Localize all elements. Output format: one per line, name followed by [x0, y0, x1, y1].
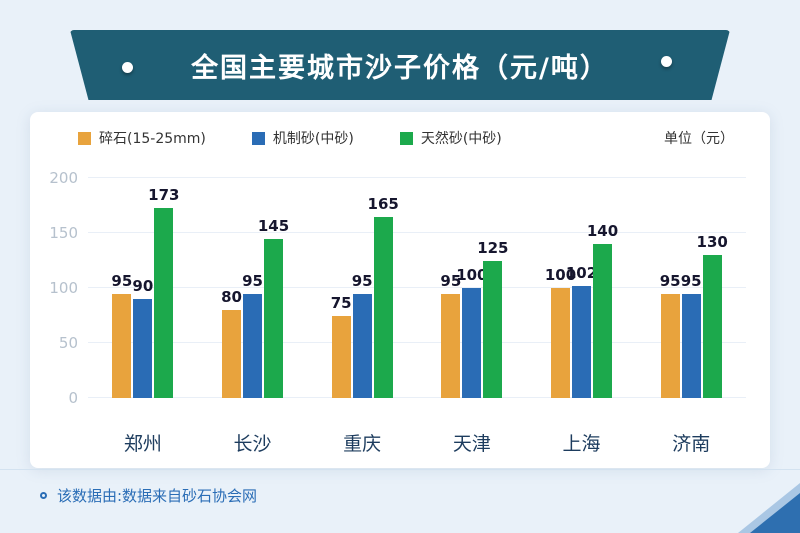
x-axis-label: 长沙 — [233, 433, 272, 455]
source-note-text: 该数据由:数据来自砂石协会网 — [57, 487, 258, 505]
bar-group: 95 90 173 — [88, 178, 198, 398]
x-axis-label: 天津 — [452, 433, 491, 455]
title-banner: 全国主要城市沙子价格（元/吨） — [70, 30, 730, 100]
bar: 173 — [148, 186, 179, 398]
y-tick-label: 150 — [49, 224, 78, 242]
legend-item: 天然砂(中砂) — [399, 128, 502, 148]
page-title: 全国主要城市沙子价格（元/吨） — [191, 52, 609, 84]
y-tick-label: 200 — [49, 169, 78, 187]
rivet-icon-left — [122, 62, 133, 73]
bar: 90 — [132, 277, 153, 398]
bar-value-label: 95 — [680, 271, 702, 290]
bar-value-label: 165 — [367, 194, 399, 213]
x-axis-label: 重庆 — [343, 433, 382, 455]
legend-label: 天然砂(中砂) — [420, 131, 502, 147]
x-axis-label: 上海 — [562, 433, 601, 455]
bar-group: 100 102 140 — [527, 178, 637, 398]
bar-value-label: 95 — [242, 271, 263, 290]
legend-label: 机制砂(中砂) — [272, 131, 354, 147]
bar-value-label: 95 — [351, 271, 373, 290]
bar: 165 — [368, 195, 399, 398]
bar-value-label: 75 — [330, 293, 352, 312]
plot-area: 95 90 173 80 95 145 75 95 165 95 100 125 100 102 140 95… — [88, 177, 746, 398]
bar-value-label: 100 — [544, 266, 577, 284]
bar: 95 — [440, 272, 461, 398]
chart-legend: 碎石(15-25mm) 机制砂(中砂) 天然砂(中砂) 单位（元） — [78, 128, 734, 148]
gridline — [88, 177, 746, 178]
legend-swatch — [78, 131, 91, 145]
bar-value-label: 95 — [440, 271, 462, 290]
bar-value-label: 173 — [148, 185, 180, 204]
bar-value-label: 95 — [111, 271, 133, 290]
y-tick-label: 0 — [68, 389, 78, 407]
legend-item: 碎石(15-25mm) — [78, 128, 206, 148]
rivet-icon-right — [661, 56, 672, 67]
bar-value-label: 140 — [586, 222, 619, 240]
bar: 80 — [221, 288, 242, 398]
gridline — [88, 342, 746, 343]
bar: 95 — [681, 272, 702, 398]
bar-groups: 95 90 173 80 95 145 75 95 165 95 100 125 100 102 140 95… — [88, 178, 746, 398]
legend-label: 碎石(15-25mm) — [99, 131, 206, 147]
bar: 95 — [242, 272, 263, 398]
legend-item: 机制砂(中砂) — [251, 128, 354, 148]
bar-value-label: 80 — [221, 288, 242, 306]
gridline — [88, 397, 746, 398]
y-tick-label: 50 — [58, 334, 78, 352]
bar-value-label: 145 — [257, 216, 290, 235]
legend-swatch — [399, 131, 413, 145]
bar: 125 — [477, 239, 509, 398]
bar: 95 — [352, 272, 373, 398]
bar-group: 95 100 125 — [417, 178, 527, 398]
bar: 75 — [331, 294, 352, 398]
bar: 102 — [566, 264, 597, 398]
bar: 140 — [587, 222, 618, 398]
bullet-icon — [40, 492, 47, 499]
bar-value-label: 100 — [456, 266, 488, 284]
bar-value-label: 90 — [132, 277, 154, 295]
y-tick-label: 100 — [49, 279, 78, 297]
divider-line — [0, 469, 800, 470]
gridline — [88, 287, 746, 288]
bar: 95 — [111, 272, 132, 398]
bar: 100 — [456, 266, 488, 398]
x-axis-label: 郑州 — [123, 433, 162, 455]
bar-group: 75 95 165 — [307, 178, 417, 398]
bar-value-label: 130 — [696, 233, 728, 251]
bar-value-label: 125 — [477, 238, 509, 257]
bar-value-label: 95 — [659, 271, 681, 290]
bar: 145 — [258, 217, 289, 398]
bar: 100 — [545, 266, 576, 398]
unit-label: 单位（元） — [664, 131, 734, 147]
legend-swatch — [251, 131, 265, 145]
bar-value-label: 102 — [565, 263, 598, 282]
bar: 130 — [697, 233, 728, 398]
y-axis: 0 50 100 150 200 — [40, 169, 78, 407]
bar: 95 — [660, 272, 681, 398]
source-note: 该数据由:数据来自砂石协会网 — [40, 485, 257, 506]
x-axis-label: 济南 — [672, 433, 711, 455]
corner-decoration-dark — [750, 493, 800, 533]
bar-group: 80 95 145 — [198, 178, 308, 398]
x-axis: 郑州 长沙 重庆 天津 上海 济南 — [88, 429, 746, 456]
gridline — [88, 232, 746, 233]
bar-group: 95 95 130 — [636, 178, 746, 398]
chart-card: 碎石(15-25mm) 机制砂(中砂) 天然砂(中砂) 单位（元） 0 50 100 150… — [30, 112, 770, 468]
